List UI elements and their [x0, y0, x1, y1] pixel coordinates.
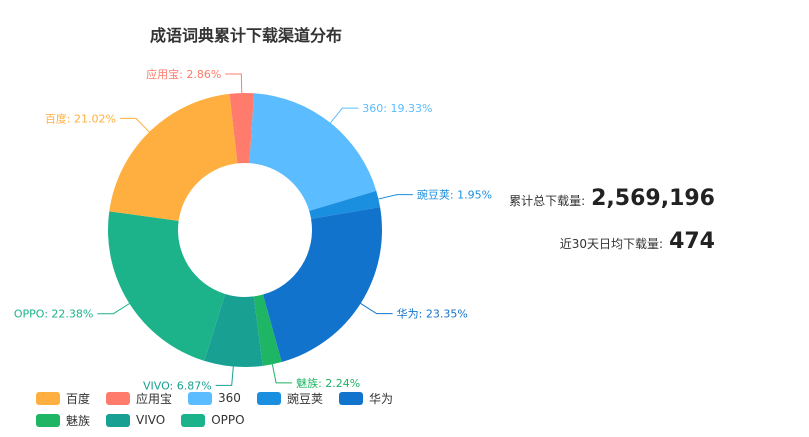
- legend-label: 360: [218, 391, 241, 405]
- slice-vivo[interactable]: [204, 293, 263, 368]
- legend-label: 魅族: [66, 413, 91, 428]
- legend-swatch: [338, 391, 363, 405]
- legend-swatch: [106, 413, 131, 427]
- leader-line-vivo: [215, 366, 234, 386]
- legend-swatch: [106, 391, 131, 405]
- daily-average-value: 474: [669, 229, 715, 254]
- chart-legend: 百度 应用宝 360 豌豆荚 华为魅族 VIVO OPPO: [36, 390, 466, 428]
- data-label--: 华为: 23.35%: [397, 307, 468, 321]
- leader-line--: [119, 117, 150, 133]
- slice--[interactable]: [229, 93, 255, 164]
- leader-line-oppo: [97, 303, 130, 315]
- legend-item--[interactable]: 魅族: [36, 412, 90, 428]
- data-label-vivo: VIVO: 6.87%: [143, 379, 212, 392]
- data-label--: 百度: 21.02%: [45, 111, 116, 125]
- slice-360[interactable]: [249, 93, 377, 211]
- slice-oppo[interactable]: [108, 211, 226, 361]
- legend-label: 豌豆荚: [286, 391, 323, 406]
- legend-swatch: [36, 413, 60, 427]
- legend-item--[interactable]: 应用宝: [106, 390, 172, 406]
- data-label-oppo: OPPO: 22.38%: [14, 308, 94, 321]
- slice--[interactable]: [262, 207, 382, 362]
- daily-average-label: 近30天日均下载量:: [559, 237, 664, 251]
- legend-item-vivo[interactable]: VIVO: [106, 412, 165, 428]
- legend-swatch: [36, 391, 60, 405]
- legend-item--[interactable]: 豌豆荚: [256, 390, 323, 406]
- stats-panel: 累计总下载量: 2,569,196 近30天日均下载量: 474: [475, 186, 715, 254]
- total-downloads-value: 2,569,196: [591, 186, 715, 211]
- legend-item--[interactable]: 百度: [36, 390, 90, 406]
- data-label--: 魅族: 2.24%: [296, 376, 360, 390]
- legend-label: 华为: [368, 391, 393, 406]
- legend-label: VIVO: [136, 413, 166, 427]
- legend-label: 应用宝: [136, 391, 173, 406]
- legend-item--[interactable]: 华为: [338, 390, 393, 406]
- legend-swatch: [188, 391, 213, 405]
- data-label--: 豌豆荚: 1.95%: [417, 188, 492, 202]
- chart-title: 成语词典累计下载渠道分布: [150, 26, 343, 45]
- leader-line--: [378, 194, 413, 200]
- legend-item-oppo[interactable]: OPPO: [181, 412, 245, 428]
- leader-line--: [271, 364, 293, 384]
- legend-label: OPPO: [211, 413, 245, 427]
- slice--[interactable]: [253, 294, 282, 366]
- legend-label: 百度: [66, 391, 91, 406]
- leader-line--: [225, 73, 243, 94]
- leader-line-360: [330, 107, 359, 124]
- data-label-360: 360: 19.33%: [362, 102, 432, 115]
- total-downloads-row: 累计总下载量: 2,569,196: [475, 186, 715, 211]
- legend-swatch: [256, 391, 281, 405]
- total-downloads-label: 累计总下载量:: [509, 194, 586, 208]
- legend-swatch: [181, 413, 206, 427]
- leader-line--: [360, 303, 393, 315]
- data-label--: 应用宝: 2.86%: [146, 67, 221, 81]
- slice--[interactable]: [109, 93, 238, 221]
- daily-average-row: 近30天日均下载量: 474: [475, 229, 715, 254]
- legend-item-360[interactable]: 360: [188, 390, 241, 406]
- slice--[interactable]: [309, 190, 381, 219]
